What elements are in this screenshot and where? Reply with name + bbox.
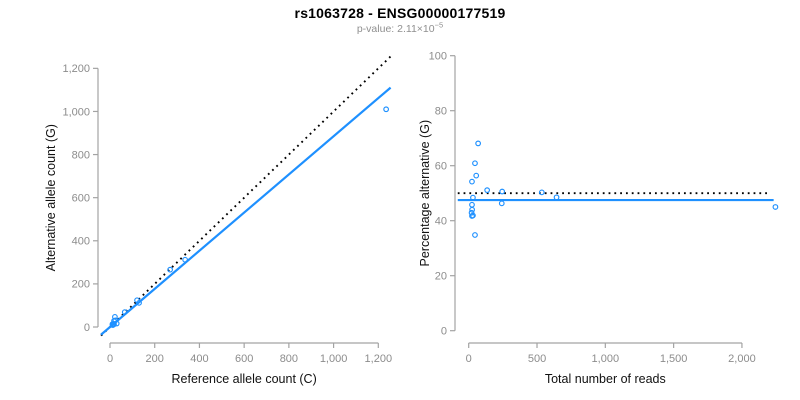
data-point xyxy=(538,189,545,196)
data-point xyxy=(472,232,478,238)
x-tick-label: 1,000 xyxy=(592,353,620,365)
y-tick-label: 40 xyxy=(435,216,447,228)
data-point xyxy=(473,172,480,179)
x-tick-label: 600 xyxy=(235,353,253,365)
pvalue-subtitle: p-value: 2.11×10−5 xyxy=(0,20,800,35)
data-point xyxy=(469,178,475,185)
data-point xyxy=(383,106,390,113)
data-point xyxy=(469,201,475,208)
y-tick-label: 0 xyxy=(441,326,447,338)
data-point xyxy=(553,194,560,201)
x-tick-label: 200 xyxy=(146,353,164,365)
pvalue-base: 2.11×10 xyxy=(397,23,435,35)
x-tick-label: 0 xyxy=(466,353,472,365)
x-tick-label: 1,200 xyxy=(365,353,393,365)
y-tick-label: 1,000 xyxy=(62,106,90,118)
data-point xyxy=(475,140,482,147)
pvalue-label: p-value: xyxy=(356,23,398,35)
data-point xyxy=(113,320,120,327)
y-tick-label: 0 xyxy=(84,322,90,334)
x-tick-label: 1,500 xyxy=(660,353,688,365)
data-point xyxy=(470,194,476,201)
fit-line xyxy=(100,86,392,336)
y-tick-label: 60 xyxy=(435,161,447,173)
identity-line xyxy=(100,53,392,337)
percentage-alternative-plot: 0 20 40 60 80 100 0 500 1,000 1,500 2,000 Total num… xyxy=(418,51,779,386)
data-point xyxy=(484,187,491,194)
x-tick-label: 400 xyxy=(190,353,208,365)
y-tick-label: 1,200 xyxy=(62,63,90,75)
x-tick-label: 0 xyxy=(107,353,113,365)
x-tick-label: 800 xyxy=(280,353,298,365)
y-tick-label: 20 xyxy=(435,271,447,283)
y-tick-label: 400 xyxy=(72,236,90,248)
data-point xyxy=(469,206,475,213)
y-tick-label: 200 xyxy=(72,279,90,291)
data-point xyxy=(121,309,128,316)
x-axis-title: Total number of reads xyxy=(545,372,666,386)
data-point xyxy=(136,299,142,306)
data-point xyxy=(772,204,779,210)
y-tick-label: 100 xyxy=(429,51,447,63)
x-axis-title: Reference allele count (C) xyxy=(172,372,317,386)
y-axis-title: Percentage alternative (G) xyxy=(418,120,432,267)
y-tick-label: 600 xyxy=(72,193,90,205)
data-point xyxy=(167,266,174,273)
x-tick-label: 500 xyxy=(528,353,546,365)
x-tick-label: 2,000 xyxy=(728,353,756,365)
y-tick-label: 800 xyxy=(72,149,90,161)
data-point xyxy=(468,209,475,216)
data-point xyxy=(469,213,475,219)
figure-title: rs1063728 - ENSG00000177519 xyxy=(294,5,506,21)
data-point xyxy=(472,160,478,167)
pvalue-exponent: −5 xyxy=(434,20,444,30)
y-axis-title: Alternative allele count (G) xyxy=(44,124,58,271)
data-point xyxy=(182,256,188,263)
y-tick-label: 80 xyxy=(435,106,447,118)
allele-counts-plot: 0 200 400 600 800 1,000 1,200 0 200 400 600 800 1,00… xyxy=(44,53,393,386)
data-point xyxy=(110,321,117,328)
data-point xyxy=(498,200,505,207)
x-tick-label: 1,000 xyxy=(320,353,348,365)
data-point xyxy=(499,188,506,195)
